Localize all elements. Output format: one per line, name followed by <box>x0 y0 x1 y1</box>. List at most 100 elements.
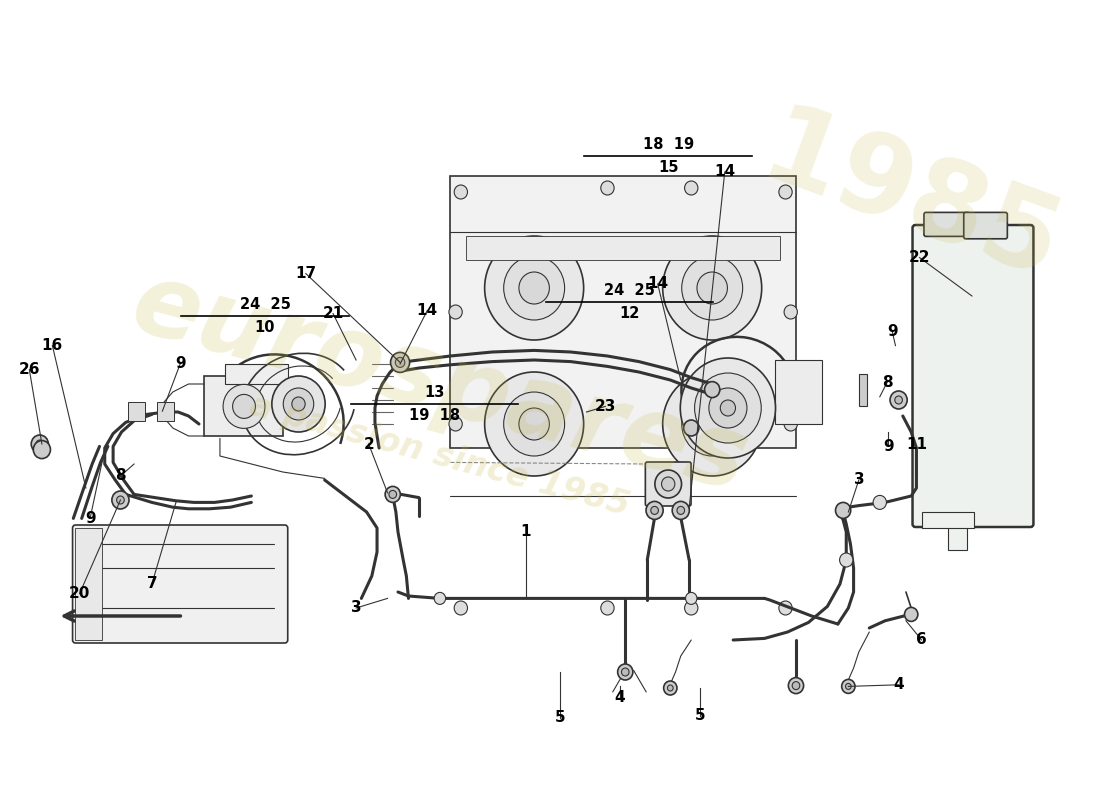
Text: 10: 10 <box>255 320 275 335</box>
Text: 6: 6 <box>916 633 927 647</box>
Circle shape <box>682 256 742 320</box>
Text: 24  25: 24 25 <box>240 297 290 312</box>
Circle shape <box>668 685 673 691</box>
Circle shape <box>663 681 676 695</box>
Text: 15: 15 <box>658 160 679 175</box>
Text: 3: 3 <box>351 601 362 615</box>
Text: 9: 9 <box>883 439 893 454</box>
Circle shape <box>117 496 124 504</box>
Bar <box>128 402 144 421</box>
Bar <box>226 364 288 384</box>
Text: 1: 1 <box>520 525 531 539</box>
Circle shape <box>504 392 564 456</box>
Circle shape <box>779 601 792 615</box>
Circle shape <box>272 376 326 432</box>
Circle shape <box>784 305 798 319</box>
Circle shape <box>697 408 727 440</box>
Circle shape <box>36 440 44 448</box>
Circle shape <box>601 181 614 195</box>
Circle shape <box>662 372 761 476</box>
Circle shape <box>449 417 462 431</box>
Text: 20: 20 <box>69 586 90 601</box>
Circle shape <box>485 236 584 340</box>
Text: 26: 26 <box>19 362 40 377</box>
Circle shape <box>661 477 675 491</box>
Circle shape <box>284 388 314 420</box>
Text: 24  25: 24 25 <box>604 283 654 298</box>
Circle shape <box>683 420 698 436</box>
Circle shape <box>672 502 690 519</box>
Text: 1985: 1985 <box>748 97 1075 303</box>
Circle shape <box>519 408 549 440</box>
Text: eurospares: eurospares <box>122 255 758 513</box>
Circle shape <box>676 506 684 514</box>
Circle shape <box>33 441 51 458</box>
Text: 11: 11 <box>906 438 927 452</box>
Circle shape <box>621 668 629 676</box>
Circle shape <box>904 607 917 622</box>
Circle shape <box>654 470 682 498</box>
Bar <box>450 176 796 448</box>
Circle shape <box>697 272 727 304</box>
Circle shape <box>232 394 255 418</box>
Circle shape <box>894 396 902 404</box>
Circle shape <box>504 256 564 320</box>
Circle shape <box>112 491 129 509</box>
Text: 23: 23 <box>595 399 616 414</box>
Circle shape <box>385 486 400 502</box>
Circle shape <box>694 373 761 443</box>
FancyBboxPatch shape <box>73 525 288 643</box>
Text: 4: 4 <box>893 678 904 692</box>
Circle shape <box>846 683 851 690</box>
Circle shape <box>454 601 467 615</box>
Circle shape <box>684 601 697 615</box>
Circle shape <box>720 400 736 416</box>
Circle shape <box>873 495 887 510</box>
Text: 14: 14 <box>647 277 669 291</box>
Circle shape <box>31 435 48 453</box>
Bar <box>948 518 967 550</box>
Circle shape <box>601 601 614 615</box>
Circle shape <box>395 358 405 367</box>
Circle shape <box>519 272 549 304</box>
Circle shape <box>485 372 584 476</box>
Circle shape <box>292 397 305 411</box>
Text: 8: 8 <box>882 375 892 390</box>
Circle shape <box>390 352 409 373</box>
Text: 5: 5 <box>556 710 565 725</box>
Circle shape <box>434 592 446 605</box>
Text: 22: 22 <box>909 250 931 265</box>
Circle shape <box>680 358 775 458</box>
Bar <box>922 512 974 528</box>
Text: 16: 16 <box>42 338 63 353</box>
Circle shape <box>651 506 659 514</box>
Bar <box>776 360 822 424</box>
Text: 21: 21 <box>322 306 343 321</box>
Circle shape <box>784 417 798 431</box>
Text: 4: 4 <box>615 690 625 705</box>
Circle shape <box>789 678 804 694</box>
Text: 14: 14 <box>714 165 735 179</box>
Text: 9: 9 <box>175 357 186 371</box>
Circle shape <box>842 679 855 694</box>
Text: 7: 7 <box>146 577 157 591</box>
Circle shape <box>890 391 908 409</box>
Circle shape <box>617 664 632 680</box>
Circle shape <box>708 388 747 428</box>
Circle shape <box>223 384 265 429</box>
FancyBboxPatch shape <box>964 212 1008 238</box>
Text: 2: 2 <box>363 437 374 451</box>
Circle shape <box>646 502 663 519</box>
FancyBboxPatch shape <box>924 212 970 237</box>
Text: 19  18: 19 18 <box>409 408 460 423</box>
Text: 9: 9 <box>85 511 96 526</box>
Circle shape <box>839 553 853 567</box>
Circle shape <box>682 392 742 456</box>
Text: 18  19: 18 19 <box>642 137 694 152</box>
Text: 9: 9 <box>887 325 898 339</box>
Text: 14: 14 <box>417 303 438 318</box>
Bar <box>859 374 867 406</box>
Circle shape <box>685 592 697 605</box>
Circle shape <box>684 181 697 195</box>
Circle shape <box>662 236 761 340</box>
